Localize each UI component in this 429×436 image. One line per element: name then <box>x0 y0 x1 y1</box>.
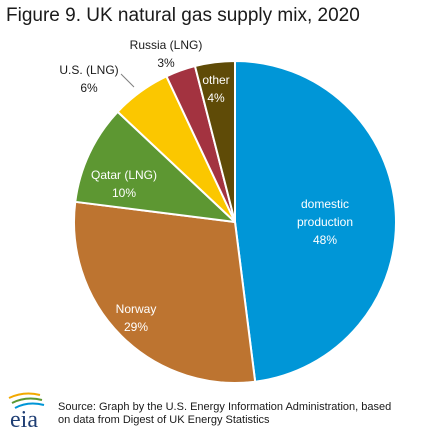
pie-slice-qatar-lng <box>74 110 236 223</box>
slice-name-u-s-lng: U.S. (LNG) <box>59 63 118 77</box>
slice-value-other: 4% <box>207 91 225 105</box>
svg-text:eia: eia <box>10 407 38 432</box>
slice-name-norway: Norway <box>116 302 157 316</box>
slice-value-qatar-lng: 10% <box>112 186 136 200</box>
pie-slice-domestic-production <box>234 60 397 383</box>
slice-value-norway: 29% <box>124 320 148 334</box>
slice-value-u-s-lng: 6% <box>80 81 98 95</box>
slice-name-domestic-production: production <box>297 215 353 229</box>
pie-slice-other <box>193 60 236 223</box>
source-note: Source: Graph by the U.S. Energy Informa… <box>58 401 424 427</box>
source-line-2: on data from Digest of UK Energy Statist… <box>58 414 270 426</box>
slice-name-domestic-production: domestic <box>301 197 349 211</box>
leader-lines <box>120 73 135 88</box>
slice-label-norway: Norway 29% <box>116 302 157 334</box>
slice-label-qatar-lng: Qatar (LNG) 10% <box>91 168 157 200</box>
slice-label-russia-lng: Russia (LNG) 3% <box>130 38 203 70</box>
pie-slice-norway <box>73 200 257 384</box>
eia-logo-icon: eia <box>8 392 45 432</box>
slice-label-u-s-lng: U.S. (LNG) 6% <box>59 63 118 95</box>
chart-title: Figure 9. UK natural gas supply mix, 202… <box>6 5 360 26</box>
slice-value-russia-lng: 3% <box>157 56 175 70</box>
slice-value-domestic-production: 48% <box>313 233 337 247</box>
pie-labels: domestic production 48% Norway 29% Qatar (LNG… <box>59 38 353 334</box>
pie-slices <box>73 60 397 384</box>
slice-label-other: other 4% <box>202 73 229 105</box>
slice-name-russia-lng: Russia (LNG) <box>130 38 203 52</box>
source-line-1: Source: Graph by the U.S. Energy Informa… <box>58 401 392 413</box>
slice-name-qatar-lng: Qatar (LNG) <box>91 168 157 182</box>
slice-label-domestic-production: domestic production 48% <box>297 197 353 247</box>
source-footer: eia Source: Graph by the U.S. Energy Inf… <box>6 390 424 432</box>
slice-name-other: other <box>202 73 229 87</box>
leader-line-u-s-lng <box>120 73 135 88</box>
